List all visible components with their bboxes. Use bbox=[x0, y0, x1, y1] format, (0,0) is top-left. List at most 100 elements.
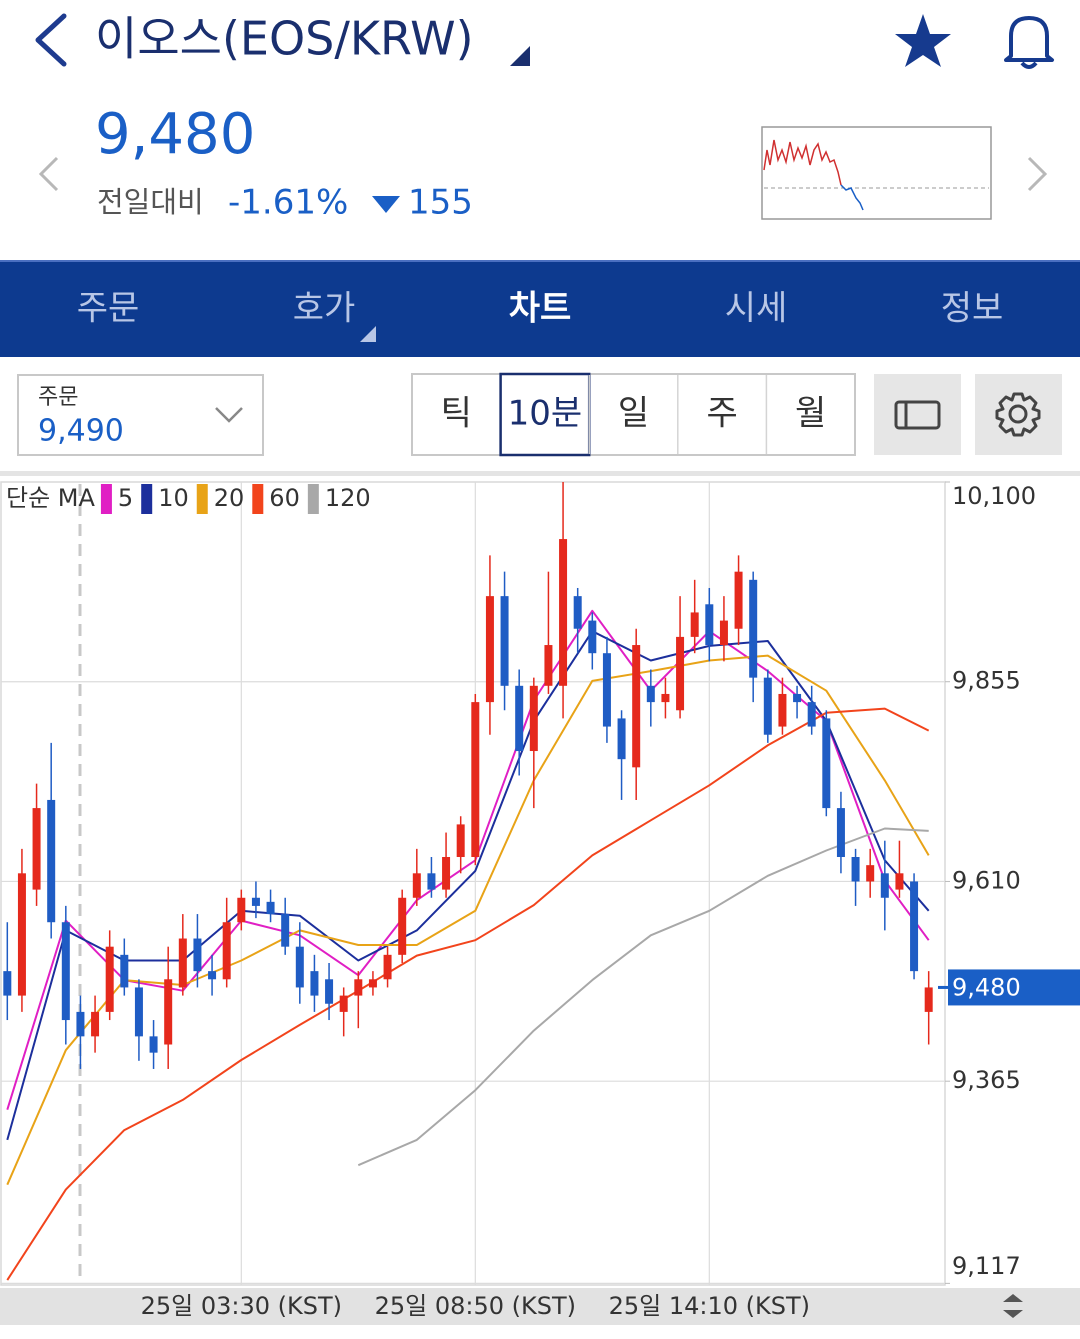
legend-swatch bbox=[307, 484, 319, 514]
candle-body bbox=[851, 857, 860, 882]
candle-body bbox=[427, 873, 436, 890]
candle-body bbox=[866, 865, 875, 882]
candle-body bbox=[880, 873, 889, 898]
x-tick-label: 25일 03:30 (KST) bbox=[141, 1292, 342, 1320]
candle-body bbox=[895, 873, 904, 890]
candle-body bbox=[719, 620, 728, 646]
candle-body bbox=[325, 979, 334, 1004]
y-tick-label: 10,100 bbox=[952, 482, 1036, 510]
prev-button[interactable] bbox=[38, 156, 59, 192]
legend-label: 10 bbox=[158, 484, 189, 512]
candle-body bbox=[734, 571, 743, 629]
change-label: 전일대비 bbox=[97, 185, 204, 219]
current-price-label: 9,480 bbox=[952, 973, 1021, 1001]
candle-body bbox=[661, 693, 670, 703]
candle-body bbox=[237, 897, 246, 923]
next-button[interactable] bbox=[1027, 156, 1048, 192]
candle-body bbox=[91, 1011, 100, 1037]
layout-button[interactable] bbox=[874, 374, 961, 455]
candle-body bbox=[266, 901, 275, 915]
favorite-star[interactable] bbox=[895, 14, 951, 67]
candle-body bbox=[617, 718, 626, 760]
tab-label[interactable]: 정보 bbox=[941, 289, 1004, 329]
candle-body bbox=[149, 1036, 158, 1053]
tab-label[interactable]: 주문 bbox=[77, 289, 140, 329]
candle-body bbox=[120, 954, 129, 988]
mini-chart bbox=[761, 126, 992, 220]
tab-bar bbox=[0, 260, 1080, 357]
candle-body bbox=[778, 693, 787, 727]
ma-line bbox=[6, 707, 930, 1281]
candle-body bbox=[705, 604, 714, 646]
candle-body bbox=[339, 995, 348, 1012]
candle-body bbox=[807, 702, 816, 727]
period-button[interactable]: 주 bbox=[706, 394, 737, 434]
candle-body bbox=[924, 987, 933, 1012]
legend-label: 120 bbox=[325, 484, 371, 512]
y-tick-label: 9,365 bbox=[952, 1066, 1021, 1094]
candle-body bbox=[134, 987, 143, 1037]
candle-body bbox=[749, 579, 758, 678]
candle-body bbox=[822, 718, 831, 809]
candle-body bbox=[295, 946, 304, 988]
candle-body bbox=[398, 897, 407, 955]
period-button[interactable]: 틱 bbox=[441, 394, 472, 434]
period-button[interactable]: 일 bbox=[618, 394, 649, 434]
candle-body bbox=[193, 938, 202, 972]
candle-body bbox=[310, 971, 319, 996]
time-axis-bar bbox=[0, 1288, 1080, 1325]
candle-body bbox=[690, 612, 699, 637]
ma-line bbox=[357, 827, 929, 1167]
candle-body bbox=[412, 873, 421, 898]
title-dropdown[interactable] bbox=[510, 46, 530, 66]
candle-body bbox=[281, 914, 290, 947]
toolbar-divider bbox=[0, 471, 1080, 476]
y-tick-label: 9,855 bbox=[952, 667, 1021, 695]
tab-label[interactable]: 호가 bbox=[293, 289, 356, 329]
settings-button[interactable] bbox=[975, 374, 1062, 455]
candle-body bbox=[515, 685, 524, 752]
tab-label[interactable]: 시세 bbox=[725, 289, 788, 329]
x-tick-label: 25일 08:50 (KST) bbox=[375, 1292, 576, 1320]
candle-body bbox=[529, 685, 538, 752]
candle-body bbox=[485, 596, 494, 703]
candle-body bbox=[910, 881, 919, 972]
candle-body bbox=[17, 873, 26, 996]
back-button[interactable] bbox=[35, 13, 67, 67]
candle-body bbox=[47, 799, 56, 923]
period-button[interactable]: 월 bbox=[795, 394, 826, 434]
page-title: 이오스(EOS/KRW) bbox=[95, 12, 474, 66]
candle-body bbox=[456, 824, 465, 858]
legend-title: 단순 MA bbox=[6, 484, 95, 512]
legend-swatch bbox=[196, 484, 208, 514]
candle-body bbox=[208, 971, 217, 980]
layout-icon bbox=[894, 400, 941, 430]
order-chevron bbox=[215, 407, 243, 423]
period-group bbox=[411, 373, 856, 456]
legend-swatch bbox=[100, 484, 112, 514]
candle-body bbox=[471, 702, 480, 858]
legend-label: 60 bbox=[269, 484, 300, 512]
settings-icon bbox=[995, 392, 1041, 437]
scroll-toggle[interactable] bbox=[1003, 1294, 1023, 1318]
ma-line bbox=[6, 654, 930, 1186]
candle-body bbox=[251, 897, 260, 906]
candle-body bbox=[354, 979, 363, 996]
candle-body bbox=[500, 596, 509, 686]
candle-body bbox=[3, 971, 12, 996]
tab-label[interactable]: 차트 bbox=[509, 289, 572, 329]
candle-body bbox=[763, 677, 772, 735]
candle-body bbox=[676, 636, 685, 711]
candle-body bbox=[222, 922, 231, 980]
down-triangle bbox=[372, 196, 400, 213]
legend-label: 5 bbox=[118, 484, 133, 512]
candle-body bbox=[178, 938, 187, 988]
current-price: 9,480 bbox=[95, 102, 255, 167]
tab-dropdown bbox=[360, 326, 376, 342]
period-button[interactable]: 10분 bbox=[508, 394, 583, 434]
legend-swatch bbox=[252, 484, 264, 514]
candle-body bbox=[61, 922, 70, 1021]
y-tick-label: 9,610 bbox=[952, 866, 1021, 894]
alert-bell[interactable] bbox=[1004, 16, 1054, 69]
